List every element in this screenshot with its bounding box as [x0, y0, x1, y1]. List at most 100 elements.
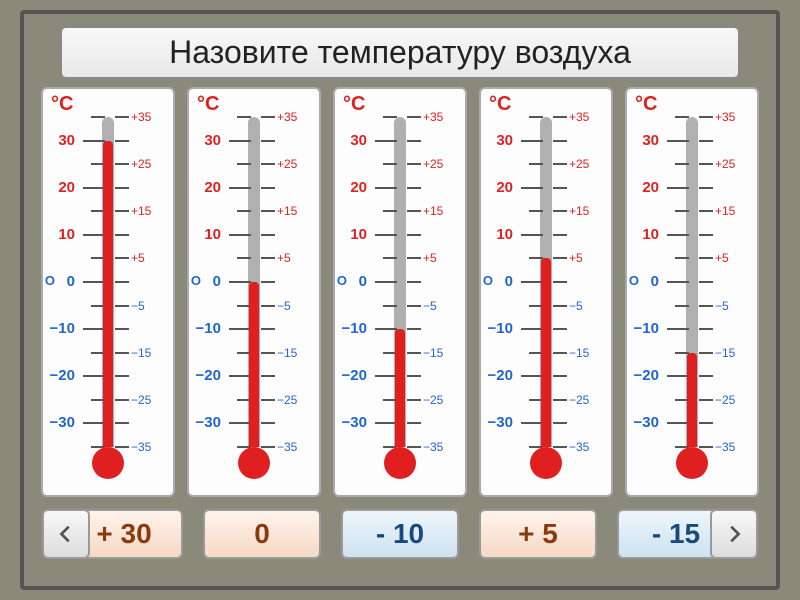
scale-label-minor: +25 — [569, 157, 589, 171]
tick — [261, 257, 275, 259]
tick — [553, 375, 567, 377]
minor-tick — [529, 163, 543, 165]
scale-label-major: 20 — [187, 179, 221, 196]
major-tick — [667, 187, 689, 189]
zero-marker: О — [459, 273, 493, 288]
tick — [115, 399, 129, 401]
tick — [407, 187, 421, 189]
scale-label-major: −30 — [187, 414, 221, 431]
answer-box[interactable]: 0 — [203, 509, 321, 559]
tick — [407, 375, 421, 377]
tick — [261, 140, 275, 142]
scale-label-minor: −5 — [131, 299, 145, 313]
unit-label: °C — [51, 93, 73, 116]
scale-label-major: 10 — [625, 226, 659, 243]
scale-label-major: −30 — [333, 414, 367, 431]
prev-button[interactable] — [42, 509, 90, 559]
tick — [699, 352, 713, 354]
tick — [699, 163, 713, 165]
scale-label-minor: +35 — [131, 110, 151, 124]
scale-label-minor: +35 — [715, 110, 735, 124]
thermometer: °C+3530+2520+1510+50О−5−10−15−20−25−30−3… — [333, 87, 467, 497]
tick — [115, 281, 129, 283]
minor-tick — [237, 257, 251, 259]
tick — [553, 140, 567, 142]
minor-tick — [91, 116, 105, 118]
tick — [261, 328, 275, 330]
scale-label-minor: −5 — [569, 299, 583, 313]
scale-label-minor: +25 — [423, 157, 443, 171]
tick — [115, 257, 129, 259]
scale-label-major: 20 — [41, 179, 75, 196]
answer-box[interactable]: - 10 — [341, 509, 459, 559]
scale-label-minor: −15 — [569, 346, 589, 360]
major-tick — [83, 328, 105, 330]
thermometer: °C+3530+2520+1510+50О−5−10−15−20−25−30−3… — [479, 87, 613, 497]
scale-label-minor: +35 — [423, 110, 443, 124]
tick — [115, 375, 129, 377]
tick — [407, 399, 421, 401]
tick — [699, 234, 713, 236]
minor-tick — [675, 305, 689, 307]
unit-label: °C — [635, 93, 657, 116]
thermometer-bulb — [530, 447, 562, 479]
scale-label-major: −20 — [187, 367, 221, 384]
answer-box[interactable]: + 5 — [479, 509, 597, 559]
tick — [553, 422, 567, 424]
thermometer-scale: +3530+2520+1510+50О−5−10−15−20−25−30−35 — [627, 117, 757, 447]
minor-tick — [237, 210, 251, 212]
tick — [115, 116, 129, 118]
scale-label-minor: +15 — [277, 204, 297, 218]
minor-tick — [383, 305, 397, 307]
tick — [115, 305, 129, 307]
scale-label-major: −10 — [625, 320, 659, 337]
tick — [115, 210, 129, 212]
minor-tick — [675, 163, 689, 165]
major-tick — [375, 375, 397, 377]
tick — [261, 281, 275, 283]
tick — [261, 234, 275, 236]
minor-tick — [529, 210, 543, 212]
major-tick — [521, 375, 543, 377]
major-tick — [375, 234, 397, 236]
scale-label-major: 20 — [479, 179, 513, 196]
mercury-column — [103, 141, 113, 447]
tick — [553, 281, 567, 283]
major-tick — [375, 328, 397, 330]
major-tick — [667, 281, 689, 283]
unit-label: °C — [197, 93, 219, 116]
main-frame: Назовите температуру воздуха °C+3530+252… — [20, 10, 780, 590]
scale-label-major: −20 — [41, 367, 75, 384]
major-tick — [667, 328, 689, 330]
tick — [699, 446, 713, 448]
major-tick — [83, 422, 105, 424]
tick — [699, 257, 713, 259]
mercury-column — [687, 353, 697, 447]
scale-label-major: −30 — [41, 414, 75, 431]
major-tick — [83, 140, 105, 142]
tick — [261, 375, 275, 377]
major-tick — [375, 187, 397, 189]
scale-label-major: −10 — [333, 320, 367, 337]
tick — [553, 352, 567, 354]
zero-marker: О — [167, 273, 201, 288]
minor-tick — [675, 257, 689, 259]
tick — [407, 422, 421, 424]
tick — [699, 422, 713, 424]
tick — [699, 305, 713, 307]
scale-label-major: −10 — [41, 320, 75, 337]
major-tick — [229, 375, 251, 377]
major-tick — [521, 234, 543, 236]
major-tick — [229, 234, 251, 236]
tick — [261, 187, 275, 189]
scale-label-minor: +5 — [569, 251, 583, 265]
tick — [699, 187, 713, 189]
thermometer: °C+3530+2520+1510+50О−5−10−15−20−25−30−3… — [187, 87, 321, 497]
major-tick — [667, 234, 689, 236]
scale-label-minor: −5 — [715, 299, 729, 313]
tick — [699, 140, 713, 142]
next-button[interactable] — [710, 509, 758, 559]
major-tick — [667, 140, 689, 142]
tick — [553, 328, 567, 330]
tick — [261, 399, 275, 401]
